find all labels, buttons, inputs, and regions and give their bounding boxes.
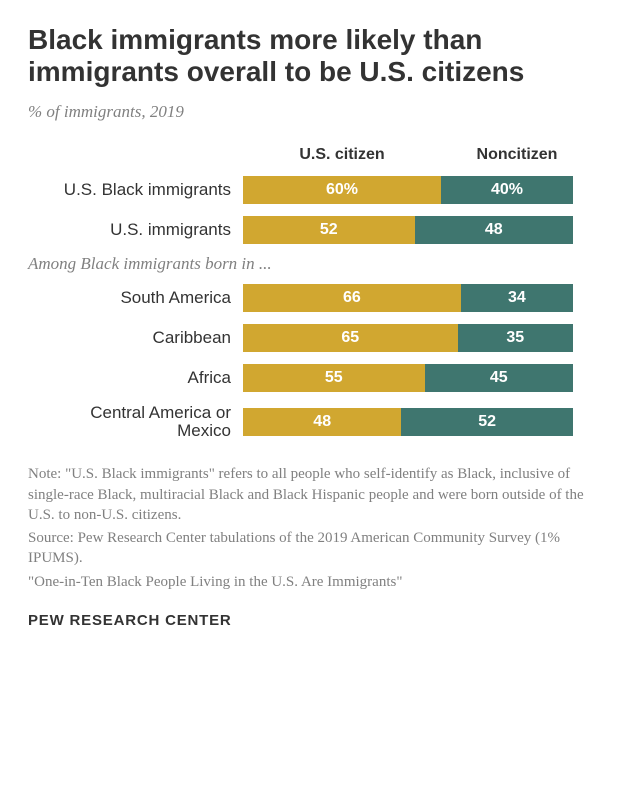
reference-text: "One-in-Ten Black People Living in the U… [28,572,592,592]
row-label: South America [28,289,243,308]
bar-track: 52 48 [243,216,573,244]
bar-citizen: 55 [243,364,425,392]
bar-citizen: 48 [243,408,401,436]
bar-citizen: 52 [243,216,415,244]
row-label: Caribbean [28,329,243,348]
bar-noncitizen: 40% [441,176,573,204]
legend: U.S. citizen Noncitizen [28,146,592,164]
chart-row: Caribbean 65 35 [28,322,592,354]
bar-noncitizen: 35 [458,324,574,352]
legend-noncitizen: Noncitizen [442,146,592,164]
bar-citizen: 65 [243,324,458,352]
bar-citizen: 60% [243,176,441,204]
row-label: U.S. Black immigrants [28,181,243,200]
legend-citizen: U.S. citizen [242,146,442,164]
chart-row: Central America or Mexico 48 52 [28,402,592,442]
bar-noncitizen: 34 [461,284,573,312]
bar-track: 55 45 [243,364,573,392]
chart-title: Black immigrants more likely than immigr… [28,24,592,88]
row-label: U.S. immigrants [28,221,243,240]
chart-row: U.S. immigrants 52 48 [28,214,592,246]
bar-noncitizen: 52 [401,408,573,436]
bar-track: 65 35 [243,324,573,352]
note-text: Note: "U.S. Black immigrants" refers to … [28,464,592,525]
bar-noncitizen: 45 [425,364,574,392]
bar-track: 66 34 [243,284,573,312]
chart-subtitle: % of immigrants, 2019 [28,102,592,122]
bar-citizen: 66 [243,284,461,312]
chart-row: Africa 55 45 [28,362,592,394]
chart-group-regions: South America 66 34 Caribbean 65 35 Afri… [28,282,592,442]
chart-row: South America 66 34 [28,282,592,314]
footer-attribution: PEW RESEARCH CENTER [28,612,592,629]
row-label: Africa [28,369,243,388]
row-label: Central America or Mexico [28,404,243,441]
notes: Note: "U.S. Black immigrants" refers to … [28,464,592,592]
bar-track: 48 52 [243,408,573,436]
source-text: Source: Pew Research Center tabulations … [28,528,592,569]
bar-noncitizen: 48 [415,216,573,244]
section-label: Among Black immigrants born in ... [28,254,592,274]
chart-row: U.S. Black immigrants 60% 40% [28,174,592,206]
bar-track: 60% 40% [243,176,573,204]
chart-group-main: U.S. Black immigrants 60% 40% U.S. immig… [28,174,592,246]
